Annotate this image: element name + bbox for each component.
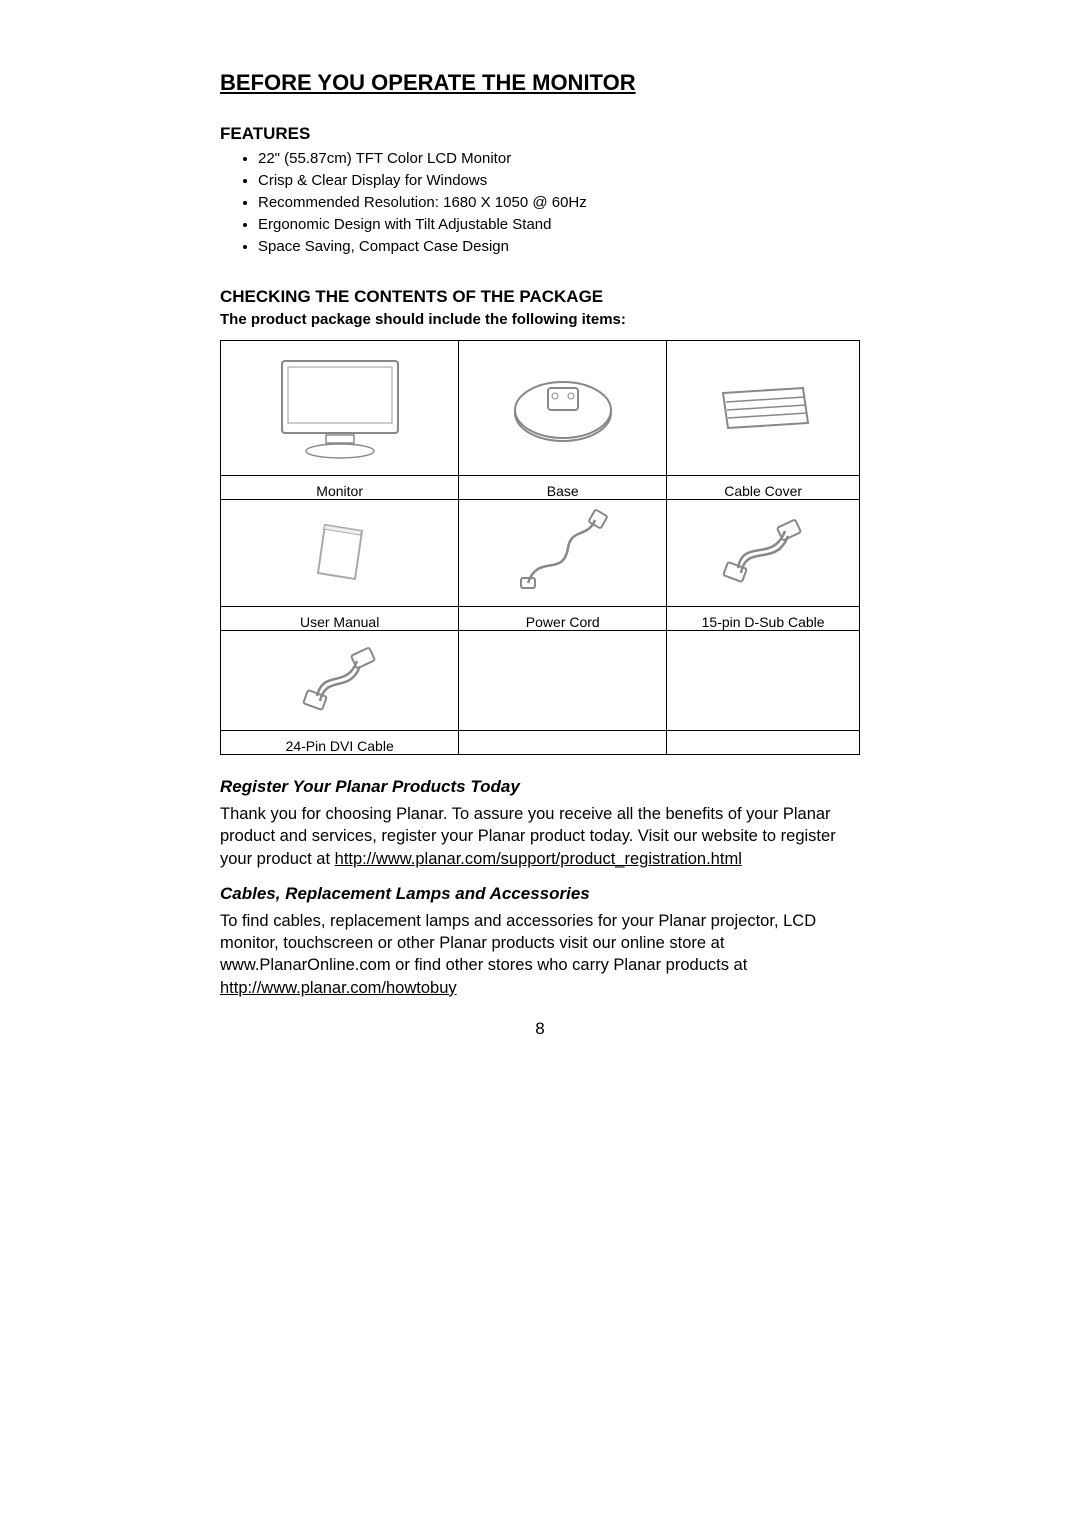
package-table: Monitor Base Cable Cover [220, 340, 860, 755]
pkg-label-dsub: 15-pin D-Sub Cable [667, 607, 860, 631]
features-heading: FEATURES [220, 124, 860, 144]
power-cord-icon [513, 508, 613, 598]
pkg-empty-label [667, 731, 860, 755]
package-heading: CHECKING THE CONTENTS OF THE PACKAGE [220, 287, 860, 307]
pkg-label-cable-cover: Cable Cover [667, 476, 860, 500]
feature-item: Crisp & Clear Display for Windows [258, 170, 860, 191]
register-link[interactable]: http://www.planar.com/support/product_re… [335, 850, 742, 868]
feature-item: Ergonomic Design with Tilt Adjustable St… [258, 214, 860, 235]
register-body: Thank you for choosing Planar. To assure… [220, 803, 860, 870]
pkg-img-base [459, 341, 667, 476]
manual-icon [300, 513, 380, 593]
pkg-label-power-cord: Power Cord [459, 607, 667, 631]
feature-item: Space Saving, Compact Case Design [258, 236, 860, 257]
cables-text: To find cables, replacement lamps and ac… [220, 912, 816, 975]
register-heading: Register Your Planar Products Today [220, 777, 860, 797]
pkg-img-cable-cover [667, 341, 860, 476]
pkg-empty-cell [667, 631, 860, 731]
cables-link[interactable]: http://www.planar.com/howtobuy [220, 979, 457, 997]
pkg-img-manual [221, 500, 459, 607]
dvi-cable-icon [295, 641, 385, 721]
pkg-label-monitor: Monitor [221, 476, 459, 500]
pkg-label-base: Base [459, 476, 667, 500]
cables-heading: Cables, Replacement Lamps and Accessorie… [220, 884, 860, 904]
pkg-img-power-cord [459, 500, 667, 607]
pkg-label-dvi: 24-Pin DVI Cable [221, 731, 459, 755]
cables-body: To find cables, replacement lamps and ac… [220, 910, 860, 999]
monitor-icon [270, 353, 410, 463]
feature-item: Recommended Resolution: 1680 X 1050 @ 60… [258, 192, 860, 213]
page-number: 8 [220, 1019, 860, 1039]
dsub-cable-icon [713, 513, 813, 593]
package-subheading: The product package should include the f… [220, 311, 860, 328]
pkg-img-monitor [221, 341, 459, 476]
document-page: BEFORE YOU OPERATE THE MONITOR FEATURES … [0, 0, 1080, 1079]
feature-item: 22" (55.87cm) TFT Color LCD Monitor [258, 148, 860, 169]
base-icon [503, 358, 623, 458]
features-list: 22" (55.87cm) TFT Color LCD Monitor Cris… [220, 148, 860, 257]
page-title: BEFORE YOU OPERATE THE MONITOR [220, 70, 860, 96]
pkg-img-dsub [667, 500, 860, 607]
pkg-empty-label [459, 731, 667, 755]
cable-cover-icon [708, 368, 818, 448]
pkg-img-dvi [221, 631, 459, 731]
pkg-empty-cell [459, 631, 667, 731]
pkg-label-manual: User Manual [221, 607, 459, 631]
